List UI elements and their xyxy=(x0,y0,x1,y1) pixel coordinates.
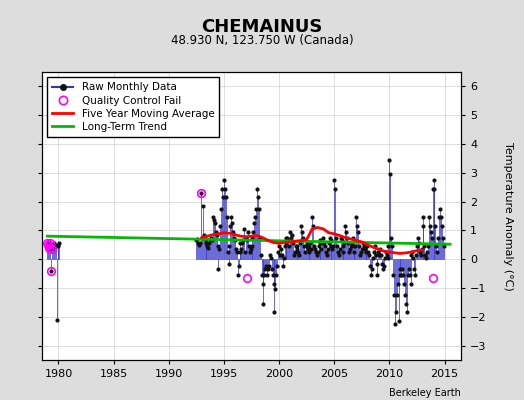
Text: 48.930 N, 123.750 W (Canada): 48.930 N, 123.750 W (Canada) xyxy=(171,34,353,47)
Text: Berkeley Earth: Berkeley Earth xyxy=(389,388,461,398)
Legend: Raw Monthly Data, Quality Control Fail, Five Year Moving Average, Long-Term Tren: Raw Monthly Data, Quality Control Fail, … xyxy=(47,77,220,137)
Y-axis label: Temperature Anomaly (°C): Temperature Anomaly (°C) xyxy=(504,142,514,290)
Text: CHEMAINUS: CHEMAINUS xyxy=(201,18,323,36)
